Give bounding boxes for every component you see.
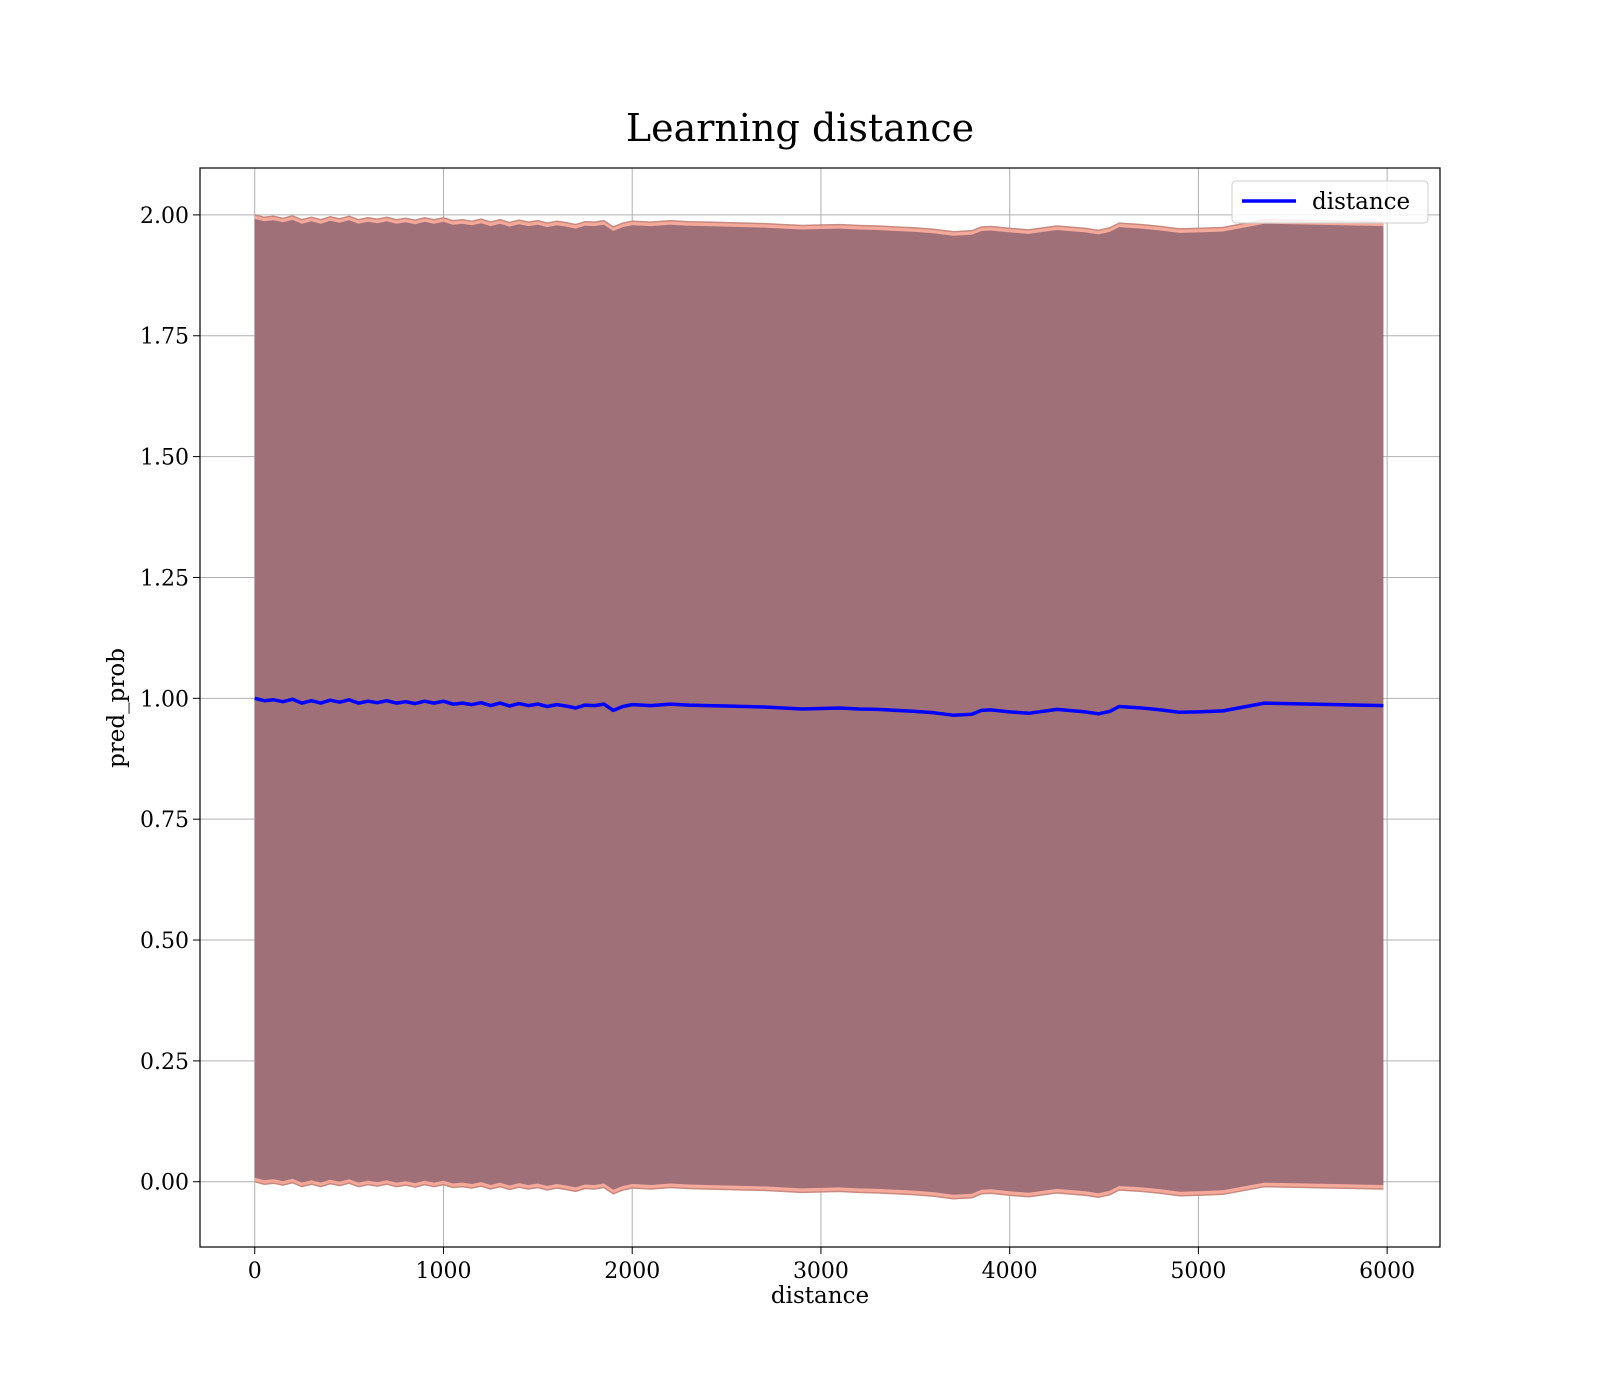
legend: distance — [1231, 180, 1429, 224]
y-axis-ticks: 0.00 0.25 0.50 0.75 1.00 1.25 1.50 1.75 2.00 — [140, 204, 200, 1196]
legend-label-distance: distance — [1312, 189, 1410, 215]
series-line-distance — [254, 696, 1384, 717]
x-tick-label: 6000 — [1359, 1259, 1415, 1284]
x-tick-label: 2000 — [604, 1259, 660, 1284]
chart-title: Learning distance — [626, 106, 974, 150]
x-tick-label: 0 — [248, 1259, 262, 1284]
x-axis-ticks: 0 1000 2000 3000 4000 5000 6000 — [248, 1247, 1415, 1284]
x-tick-label: 1000 — [415, 1259, 471, 1284]
x-tick-label: 3000 — [793, 1259, 849, 1284]
y-tick-label: 1.25 — [140, 566, 189, 591]
y-tick-label: 1.00 — [140, 687, 189, 712]
y-tick-label: 0.75 — [140, 808, 189, 833]
x-axis-label: distance — [771, 1283, 869, 1309]
band-upper-edge — [254, 214, 1384, 233]
y-tick-label: 2.00 — [140, 204, 189, 229]
y-tick-label: 1.75 — [140, 325, 189, 350]
y-axis-label: pred_prob — [104, 648, 130, 768]
y-tick-label: 0.50 — [140, 929, 189, 954]
plot-frame — [199, 167, 1441, 1248]
y-tick-label: 1.50 — [140, 446, 189, 471]
band-lower-edge — [254, 1180, 1384, 1200]
y-tick-label: 0.25 — [140, 1050, 189, 1075]
x-tick-label: 5000 — [1170, 1259, 1226, 1284]
x-tick-label: 4000 — [982, 1259, 1038, 1284]
y-tick-label: 0.00 — [140, 1171, 189, 1196]
legend-box — [1231, 180, 1429, 224]
line-layer — [254, 696, 1384, 717]
